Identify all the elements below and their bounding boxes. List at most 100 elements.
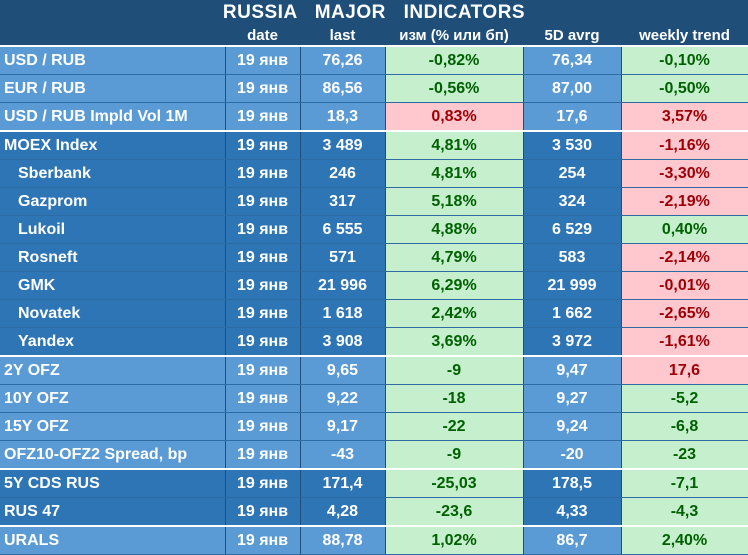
date-cell: 19 янв <box>225 468 301 498</box>
table-row: GMK 19 янв 21 996 6,29% 21 999 -0,01% <box>0 271 748 300</box>
change-cell: 4,81% <box>385 130 524 160</box>
last-value-cell: 18,3 <box>300 102 386 132</box>
indicator-name: OFZ10-OFZ2 Spread, bp <box>0 440 226 470</box>
avg-5d-cell: 9,24 <box>523 412 622 441</box>
weekly-trend-cell: -2,65% <box>621 299 748 328</box>
header-row: date last изм (% или бп) 5D avrg weekly … <box>0 25 748 47</box>
change-cell: 1,02% <box>385 525 524 555</box>
indicator-name: Lukoil <box>0 215 226 244</box>
weekly-trend-cell: -2,19% <box>621 187 748 216</box>
last-value-cell: 1 618 <box>300 299 386 328</box>
indicators-table: date last изм (% или бп) 5D avrg weekly … <box>0 25 748 555</box>
table-row: OFZ10-OFZ2 Spread, bp 19 янв -43 -9 -20 -23 <box>0 440 748 470</box>
avg-5d-cell: 17,6 <box>523 102 622 132</box>
header-change: изм (% или бп) <box>385 25 524 47</box>
weekly-trend-cell: 0,40% <box>621 215 748 244</box>
avg-5d-cell: 86,7 <box>523 525 622 555</box>
date-cell: 19 янв <box>225 525 301 555</box>
weekly-trend-cell: -1,61% <box>621 327 748 357</box>
change-cell: -9 <box>385 440 524 470</box>
indicator-name: USD / RUB <box>0 46 226 75</box>
last-value-cell: 171,4 <box>300 468 386 498</box>
weekly-trend-cell: -6,8 <box>621 412 748 441</box>
header-last: last <box>300 25 386 47</box>
last-value-cell: 9,17 <box>300 412 386 441</box>
change-cell: 4,88% <box>385 215 524 244</box>
date-cell: 19 янв <box>225 384 301 413</box>
table-row: Gazprom 19 янв 317 5,18% 324 -2,19% <box>0 187 748 216</box>
table-row: Yandex 19 янв 3 908 3,69% 3 972 -1,61% <box>0 327 748 357</box>
date-cell: 19 янв <box>225 440 301 470</box>
table-row: Novatek 19 янв 1 618 2,42% 1 662 -2,65% <box>0 299 748 328</box>
table-row: 10Y OFZ 19 янв 9,22 -18 9,27 -5,2 <box>0 384 748 413</box>
weekly-trend-cell: -0,50% <box>621 74 748 103</box>
weekly-trend-cell: -23 <box>621 440 748 470</box>
table-row: 5Y CDS RUS 19 янв 171,4 -25,03 178,5 -7,1 <box>0 468 748 498</box>
avg-5d-cell: 254 <box>523 159 622 188</box>
indicator-name: 15Y OFZ <box>0 412 226 441</box>
header-weekly-trend: weekly trend <box>621 25 748 47</box>
last-value-cell: 76,26 <box>300 46 386 75</box>
table-row: USD / RUB 19 янв 76,26 -0,82% 76,34 -0,10% <box>0 46 748 75</box>
last-value-cell: 4,28 <box>300 497 386 527</box>
table-row: RUS 47 19 янв 4,28 -23,6 4,33 -4,3 <box>0 497 748 527</box>
header-5d-avg: 5D avrg <box>523 25 622 47</box>
date-cell: 19 янв <box>225 215 301 244</box>
weekly-trend-cell: -0,10% <box>621 46 748 75</box>
indicator-name: EUR / RUB <box>0 74 226 103</box>
avg-5d-cell: 87,00 <box>523 74 622 103</box>
date-cell: 19 янв <box>225 412 301 441</box>
table-row: Sberbank 19 янв 246 4,81% 254 -3,30% <box>0 159 748 188</box>
table-row: Lukoil 19 янв 6 555 4,88% 6 529 0,40% <box>0 215 748 244</box>
header-name <box>0 25 226 47</box>
avg-5d-cell: 21 999 <box>523 271 622 300</box>
avg-5d-cell: 6 529 <box>523 215 622 244</box>
indicator-name: Sberbank <box>0 159 226 188</box>
last-value-cell: 21 996 <box>300 271 386 300</box>
indicator-name: MOEX Index <box>0 130 226 160</box>
date-cell: 19 янв <box>225 243 301 272</box>
indicator-name: Rosneft <box>0 243 226 272</box>
indicator-name: Yandex <box>0 327 226 357</box>
avg-5d-cell: -20 <box>523 440 622 470</box>
table-row: URALS 19 янв 88,78 1,02% 86,7 2,40% <box>0 525 748 555</box>
date-cell: 19 янв <box>225 159 301 188</box>
last-value-cell: 88,78 <box>300 525 386 555</box>
change-cell: -0,56% <box>385 74 524 103</box>
change-cell: 4,81% <box>385 159 524 188</box>
change-cell: -22 <box>385 412 524 441</box>
last-value-cell: 3 489 <box>300 130 386 160</box>
change-cell: 0,83% <box>385 102 524 132</box>
indicator-name: 10Y OFZ <box>0 384 226 413</box>
weekly-trend-cell: -2,14% <box>621 243 748 272</box>
last-value-cell: 571 <box>300 243 386 272</box>
weekly-trend-cell: -7,1 <box>621 468 748 498</box>
change-cell: -0,82% <box>385 46 524 75</box>
avg-5d-cell: 583 <box>523 243 622 272</box>
indicator-name: URALS <box>0 525 226 555</box>
weekly-trend-cell: -1,16% <box>621 130 748 160</box>
last-value-cell: 9,65 <box>300 355 386 385</box>
avg-5d-cell: 9,27 <box>523 384 622 413</box>
indicator-name: RUS 47 <box>0 497 226 527</box>
avg-5d-cell: 4,33 <box>523 497 622 527</box>
date-cell: 19 янв <box>225 130 301 160</box>
change-cell: 4,79% <box>385 243 524 272</box>
weekly-trend-cell: -3,30% <box>621 159 748 188</box>
last-value-cell: 246 <box>300 159 386 188</box>
last-value-cell: 317 <box>300 187 386 216</box>
last-value-cell: 86,56 <box>300 74 386 103</box>
avg-5d-cell: 178,5 <box>523 468 622 498</box>
indicator-name: Novatek <box>0 299 226 328</box>
change-cell: 5,18% <box>385 187 524 216</box>
weekly-trend-cell: -0,01% <box>621 271 748 300</box>
indicator-name: USD / RUB Impld Vol 1M <box>0 102 226 132</box>
avg-5d-cell: 3 972 <box>523 327 622 357</box>
indicator-name: Gazprom <box>0 187 226 216</box>
change-cell: -25,03 <box>385 468 524 498</box>
last-value-cell: 3 908 <box>300 327 386 357</box>
weekly-trend-cell: 3,57% <box>621 102 748 132</box>
page-title: RUSSIA MAJOR INDICATORS <box>0 0 748 25</box>
date-cell: 19 янв <box>225 497 301 527</box>
table-row: EUR / RUB 19 янв 86,56 -0,56% 87,00 -0,50% <box>0 74 748 103</box>
